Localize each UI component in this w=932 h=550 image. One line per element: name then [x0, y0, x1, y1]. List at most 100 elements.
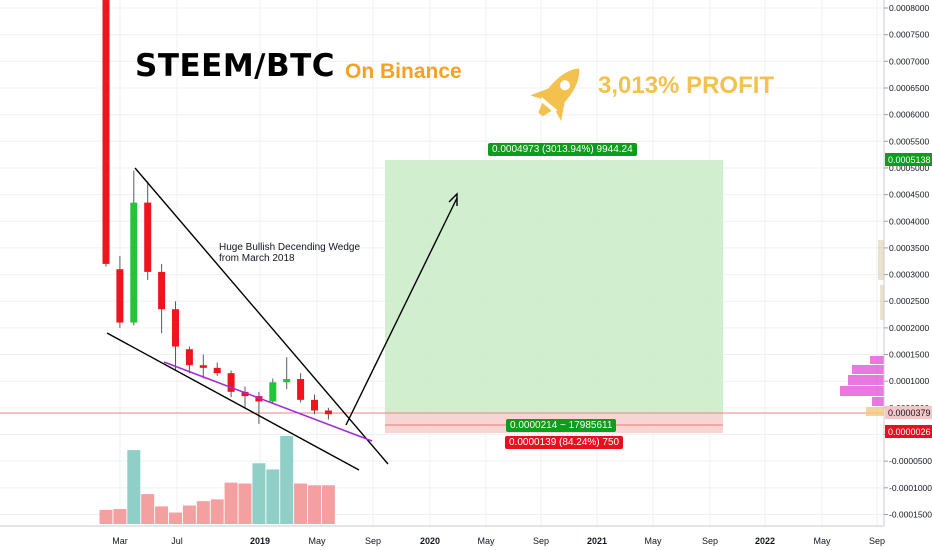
volume-bar	[294, 483, 308, 524]
candle-body	[199, 365, 207, 368]
exchange-label: On Binance	[345, 60, 462, 83]
candle-body	[172, 309, 179, 347]
x-tick-label: May	[813, 536, 831, 546]
vp-bar	[852, 365, 884, 374]
candle	[116, 255, 124, 328]
candle	[297, 373, 305, 403]
candle	[324, 407, 332, 420]
drawings	[106, 167, 458, 471]
candle	[172, 301, 179, 371]
x-tick-label: 2019	[250, 536, 270, 546]
vp-bar	[870, 356, 884, 364]
vp-bar	[866, 407, 884, 416]
vp-bar	[848, 375, 884, 385]
profit-zone[interactable]	[385, 160, 723, 413]
stop-price-tag: 0.0000026	[885, 425, 932, 438]
x-tick-label: Jul	[171, 536, 183, 546]
chart-title: STEEM/BTC	[135, 48, 336, 84]
candle	[227, 370, 235, 398]
candle-body	[116, 269, 124, 323]
candle	[102, 0, 110, 267]
target-price-text: 0.0005138	[888, 155, 931, 165]
long-position-zones[interactable]	[385, 160, 723, 433]
y-tick-label: 0.0001000	[889, 376, 929, 386]
volume-bar	[252, 463, 266, 524]
volume-bar	[321, 485, 335, 524]
candle-body	[130, 202, 138, 323]
x-tick-label: 2021	[587, 536, 607, 546]
x-tick-label: 2022	[755, 536, 775, 546]
y-axis[interactable]: 0.0008000 0.0007500 0.0007000 0.0006500 0.00…	[884, 3, 932, 519]
x-tick-label: Sep	[533, 536, 549, 546]
candle-body	[213, 367, 221, 374]
volume-bar	[210, 499, 224, 524]
wedge-annotation[interactable]: Huge Bullish Decending Wedge from March …	[219, 242, 360, 264]
candle	[241, 386, 249, 408]
annotation-line-2: from March 2018	[219, 253, 295, 264]
price-tags: 0.0005138 0.0000379 0.0000026	[885, 153, 932, 438]
arrow-icon[interactable]	[345, 192, 458, 426]
x-tick-label: May	[644, 536, 662, 546]
y-tick-label: -0.0000500	[889, 456, 932, 466]
candle	[213, 362, 221, 376]
volume-bar	[155, 506, 169, 524]
volume-bar	[224, 482, 238, 524]
volume-bar	[182, 505, 196, 524]
stop-label[interactable]: 0.0000139 (84.24%) 750	[505, 436, 624, 449]
x-tick-label: May	[477, 536, 495, 546]
candle	[311, 394, 318, 415]
y-tick-label: 0.0001500	[889, 350, 929, 360]
y-tick-label: -0.0001500	[889, 509, 932, 519]
x-axis[interactable]: Mar Jul 2019 May Sep 2020 May Sep 2021 May Sep 2022…	[112, 536, 885, 546]
entry-label[interactable]: 0.0000214 ~ 17985611	[506, 419, 617, 432]
x-tick-label: Sep	[365, 536, 381, 546]
current-price-text: 0.0000379	[888, 408, 931, 418]
candle	[158, 263, 166, 334]
candle	[185, 346, 193, 374]
volume-bar	[280, 436, 294, 524]
candle-body	[283, 379, 291, 383]
target-label[interactable]: 0.0004973 (3013.94%) 9944.24	[488, 143, 637, 156]
candle-body	[269, 382, 277, 402]
candle	[283, 357, 291, 390]
candle	[269, 378, 277, 404]
volume-bar	[308, 485, 321, 524]
vp-bar	[872, 397, 884, 406]
current-price-tag: 0.0000379	[885, 406, 932, 419]
y-tick-label: 0.0002500	[889, 296, 929, 306]
candle-body	[324, 410, 332, 415]
candle-body	[227, 373, 235, 392]
y-tick-label: 0.0004500	[889, 190, 929, 200]
profit-label: 3,013% PROFIT	[598, 72, 775, 99]
x-tick-label: Sep	[869, 536, 885, 546]
volume-bar	[99, 509, 113, 524]
x-tick-label: Mar	[112, 536, 128, 546]
y-tick-label: 0.0005500	[889, 136, 929, 146]
vp-bar	[878, 240, 884, 280]
wedge-upper-line[interactable]	[134, 167, 389, 465]
y-tick-label: 0.0007500	[889, 30, 929, 40]
volume-bars	[99, 436, 335, 524]
y-tick-label: 0.0008000	[889, 3, 929, 13]
candle-body	[311, 399, 318, 411]
x-tick-label: Sep	[702, 536, 718, 546]
y-tick-label: 0.0004000	[889, 216, 929, 226]
candlesticks	[102, 0, 332, 424]
candle	[130, 170, 138, 326]
volume-profile	[840, 240, 884, 416]
x-tick-label: May	[308, 536, 326, 546]
candle-body	[102, 0, 110, 264]
y-tick-label: 0.0007000	[889, 56, 929, 66]
support-trend-line[interactable]	[163, 361, 373, 442]
vp-bar	[880, 285, 884, 320]
stop-price-text: 0.0000026	[888, 427, 931, 437]
volume-bar	[196, 501, 210, 524]
wedge-lower-line[interactable]	[106, 332, 360, 471]
annotation-line-1: Huge Bullish Decending Wedge	[219, 242, 361, 253]
candle-body	[158, 271, 166, 310]
candle	[199, 354, 207, 379]
volume-bar	[113, 509, 127, 524]
y-tick-label: 0.0003000	[889, 270, 929, 280]
volume-bar	[266, 469, 280, 524]
